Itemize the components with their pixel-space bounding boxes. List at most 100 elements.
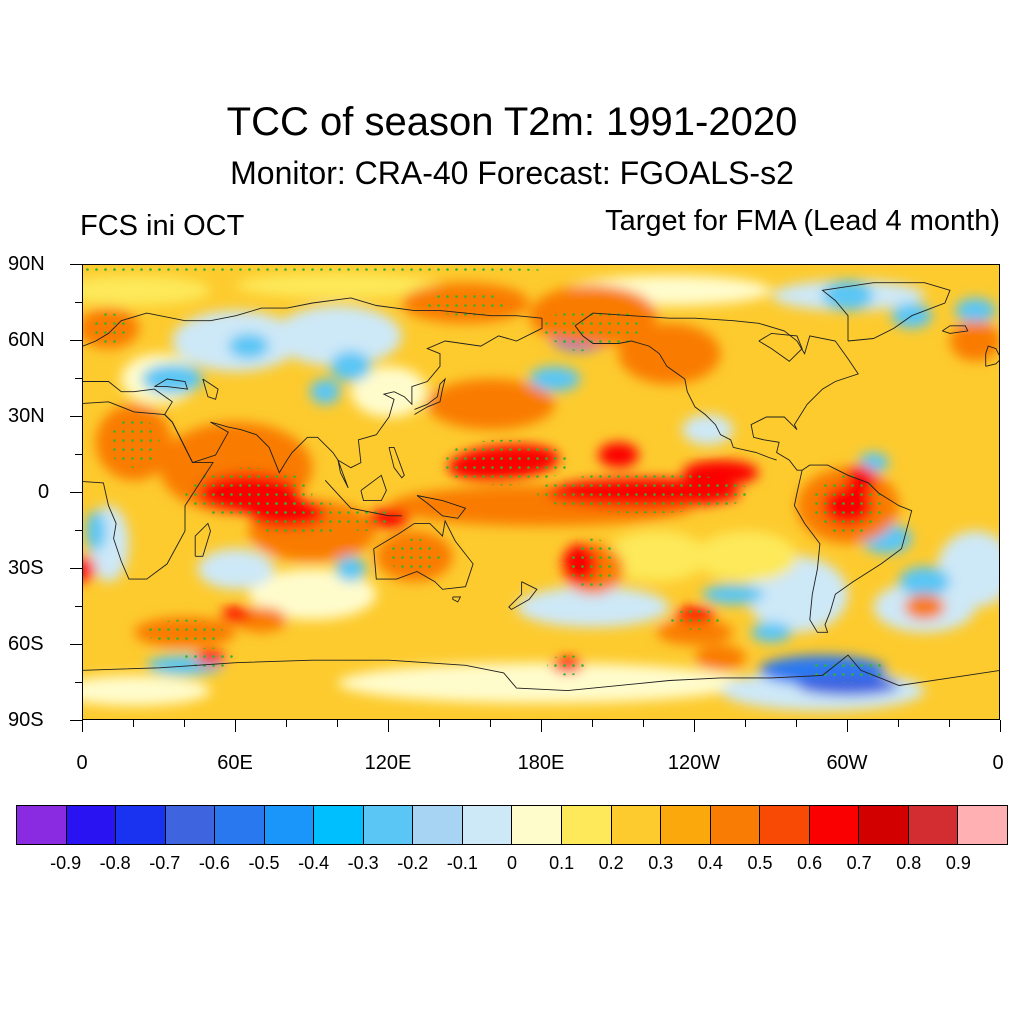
- stipple-region: [570, 538, 616, 590]
- chart-subtitle: Monitor: CRA-40 Forecast: FGOALS-s2: [230, 155, 794, 191]
- coastline-segment: [83, 654, 999, 692]
- field-patch: [904, 594, 945, 620]
- stipple-region: [185, 647, 236, 668]
- axis-tick: [795, 720, 797, 727]
- colorbar-label: 0: [506, 853, 518, 873]
- colorbar-box: [661, 806, 711, 844]
- stipple-region: [146, 619, 224, 645]
- axis-tick: [75, 453, 82, 455]
- coastline-segment: [574, 325, 777, 461]
- axis-tick: [744, 720, 746, 727]
- colorbar-box: [264, 806, 315, 844]
- stipple-region: [536, 472, 752, 514]
- axis-tick: [438, 720, 440, 727]
- x-tick-label-180e: 180E: [517, 752, 565, 774]
- colorbar-label: 0.9: [945, 853, 971, 873]
- left-annotation: FCS ini OCT: [80, 210, 245, 242]
- x-tick-label-60e: 60E: [217, 752, 253, 774]
- axis-tick: [846, 720, 848, 732]
- field-patch: [682, 414, 734, 445]
- field-patch: [309, 379, 341, 405]
- axis-tick: [70, 719, 82, 721]
- colorbar-label: 0.4: [697, 853, 723, 873]
- field-patch: [822, 280, 874, 311]
- stipple-region: [812, 475, 884, 537]
- colorbar-box: [215, 806, 265, 844]
- coastline-segment: [414, 377, 446, 415]
- significance-stippling: [83, 265, 887, 683]
- colorbar-box: [562, 806, 612, 844]
- colorbar-label: -0.1: [446, 853, 478, 873]
- axis-tick: [387, 720, 389, 732]
- colorbar-box: [958, 806, 1007, 844]
- axis-tick: [336, 720, 338, 727]
- stipple-region: [809, 657, 887, 683]
- field-patch: [605, 531, 708, 582]
- field-patch: [702, 584, 764, 605]
- stipple-region: [83, 265, 542, 276]
- y-tick-label-90n: 90N: [8, 253, 45, 275]
- stipple-region: [427, 290, 504, 316]
- x-tick-label-120w: 120W: [667, 752, 721, 774]
- stipple-region: [547, 655, 588, 676]
- coastline-segment: [164, 414, 194, 463]
- colorbar-label: 0.8: [896, 853, 922, 873]
- field-patch: [598, 442, 639, 468]
- axis-tick: [183, 720, 185, 727]
- field-patch: [330, 351, 372, 382]
- colorbar-box: [760, 806, 810, 844]
- x-tick-label-360: 0: [992, 752, 1004, 774]
- y-tick-label-30n: 30N: [8, 405, 45, 427]
- field-patch: [899, 566, 950, 597]
- stipple-region: [108, 417, 160, 468]
- axis-tick: [75, 529, 82, 531]
- colorbar-label: 0.3: [648, 853, 674, 873]
- axis-tick: [75, 377, 82, 379]
- axis-tick: [70, 567, 82, 569]
- colorbar-box: [66, 806, 117, 844]
- coastline-segment: [821, 282, 951, 342]
- field-patch: [338, 662, 746, 704]
- axis-tick: [132, 720, 134, 727]
- stipple-region: [88, 313, 129, 344]
- axis-tick: [693, 720, 695, 732]
- axis-tick: [897, 720, 899, 727]
- colorbar-box: [314, 806, 364, 844]
- axis-tick: [999, 720, 1001, 732]
- coastline-segment: [508, 581, 538, 611]
- y-tick-label-60s: 60S: [8, 633, 44, 655]
- coastline-segment: [758, 332, 803, 362]
- colorbar-box: [809, 806, 860, 844]
- colorbar-box: [413, 806, 463, 844]
- y-tick-label-90s: 90S: [8, 709, 44, 731]
- colorbar-label: 0.7: [846, 853, 872, 873]
- colorbar-label: -0.4: [298, 853, 330, 873]
- colorbar-label: 0.2: [598, 853, 624, 873]
- coastline-segment: [194, 522, 211, 557]
- colorbar-box: [859, 806, 909, 844]
- field-patch: [220, 607, 252, 623]
- colorbar-label: -0.9: [50, 853, 82, 873]
- colorbar-box: [116, 806, 166, 844]
- axis-tick: [75, 605, 82, 607]
- coastline-segment: [373, 519, 474, 590]
- coastline-segment: [324, 479, 402, 517]
- field-patch: [83, 275, 211, 306]
- axis-tick: [285, 720, 287, 727]
- axis-tick: [75, 301, 82, 303]
- stipple-region: [440, 439, 568, 486]
- stipple-region: [253, 498, 346, 539]
- tcc-map: [83, 265, 999, 719]
- axis-tick: [591, 720, 593, 727]
- coastlines: [83, 282, 999, 692]
- coastline-segment: [388, 446, 405, 479]
- stipple-region: [389, 538, 440, 575]
- axis-tick: [70, 263, 82, 265]
- colorbar-label: -0.8: [99, 853, 131, 873]
- field-patch: [529, 366, 581, 392]
- field-patch: [695, 645, 746, 671]
- coastline-segment: [574, 312, 859, 471]
- coastline-segment: [83, 297, 543, 347]
- field-patch: [797, 675, 899, 696]
- colorbar-box: [165, 806, 216, 844]
